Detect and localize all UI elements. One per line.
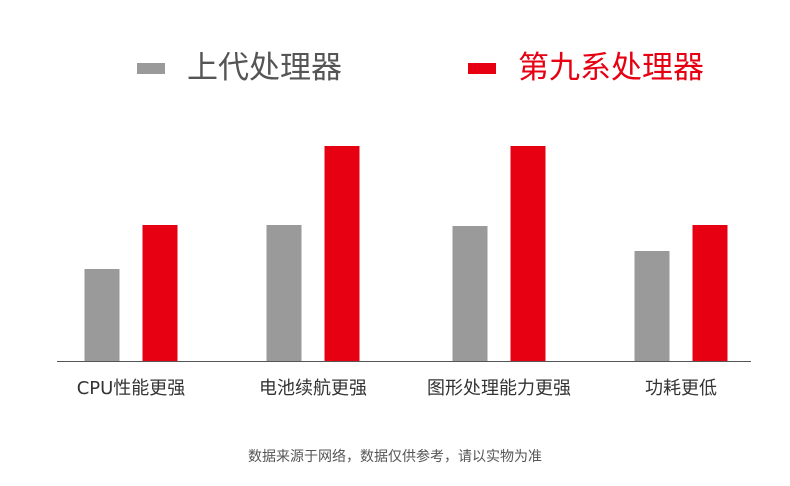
legend-swatch-new (468, 62, 496, 74)
bar-prev-1 (266, 225, 302, 361)
bar-new-0 (142, 225, 178, 361)
bar-prev-2 (452, 226, 488, 361)
x-tick-label-3: 功耗更低 (645, 378, 717, 399)
bar-prev-3 (634, 251, 670, 361)
bar-prev-0 (84, 269, 120, 361)
legend-item-prev: 上代处理器 (137, 44, 342, 92)
x-tick-label-2: 图形处理能力更强 (427, 378, 571, 399)
bar-new-3 (692, 225, 728, 361)
bar-new-1 (324, 146, 360, 361)
legend-label-prev: 上代处理器 (187, 50, 342, 86)
footnote: 数据来源于网络，数据仅供参考，请以实物为准 (248, 449, 542, 465)
legend-label-new: 第九系处理器 (518, 50, 704, 86)
legend-swatch-prev (137, 62, 165, 74)
x-tick-label-0: CPU性能更强 (77, 378, 186, 399)
bar-new-2 (510, 146, 546, 361)
x-tick-label-1: 电池续航更强 (259, 378, 367, 399)
legend-item-new: 第九系处理器 (468, 44, 704, 92)
